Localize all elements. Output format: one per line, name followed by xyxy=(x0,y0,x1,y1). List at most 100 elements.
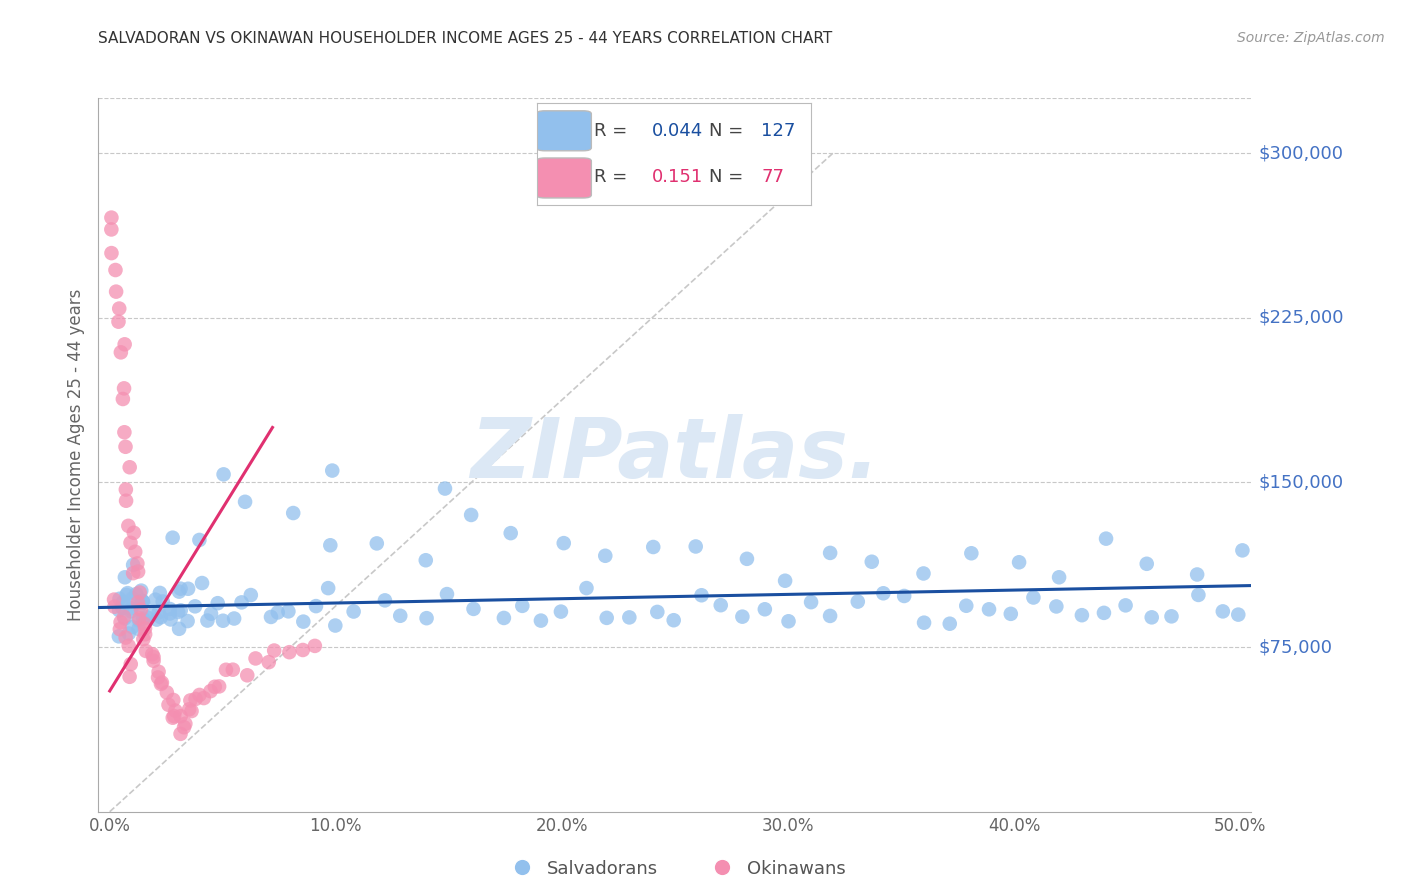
Text: 0.151: 0.151 xyxy=(652,168,703,186)
Point xyxy=(662,613,685,627)
Point xyxy=(122,566,145,581)
Point xyxy=(278,645,301,659)
Point xyxy=(316,581,339,595)
Point xyxy=(105,285,128,299)
Point xyxy=(108,591,131,606)
Point xyxy=(596,611,619,625)
Point xyxy=(188,533,211,547)
Point xyxy=(122,525,145,540)
Point xyxy=(773,574,796,588)
Point xyxy=(145,613,167,627)
Point xyxy=(170,603,193,617)
Point xyxy=(800,595,823,609)
Point xyxy=(167,584,190,599)
Point xyxy=(460,508,482,522)
Point xyxy=(1227,607,1250,622)
Text: R =: R = xyxy=(595,168,638,186)
Point xyxy=(120,604,142,618)
Point xyxy=(1047,570,1070,584)
Text: 77: 77 xyxy=(762,168,785,186)
Point xyxy=(180,704,202,718)
Point xyxy=(212,467,235,482)
Point xyxy=(1187,588,1209,602)
Point xyxy=(149,586,172,600)
Point xyxy=(117,586,139,600)
Point xyxy=(1022,591,1045,605)
Point xyxy=(142,654,165,668)
Point xyxy=(188,688,211,702)
Point xyxy=(647,605,669,619)
Point xyxy=(128,613,150,627)
Point xyxy=(1095,532,1118,546)
Point xyxy=(236,668,259,682)
Point xyxy=(134,627,156,641)
Point xyxy=(108,603,131,617)
Point xyxy=(125,587,148,601)
Point xyxy=(754,602,776,616)
Point xyxy=(128,585,150,599)
Point xyxy=(120,657,142,672)
Point xyxy=(122,558,145,572)
Point xyxy=(169,582,191,596)
Point xyxy=(263,643,285,657)
Point xyxy=(118,639,141,653)
Point xyxy=(169,709,191,723)
Point xyxy=(366,536,388,550)
Point xyxy=(131,594,153,608)
Point xyxy=(283,506,305,520)
Point xyxy=(141,607,163,622)
Point xyxy=(231,595,253,609)
Point xyxy=(167,622,190,636)
Point xyxy=(132,616,155,631)
Text: SALVADORAN VS OKINAWAN HOUSEHOLDER INCOME AGES 25 - 44 YEARS CORRELATION CHART: SALVADORAN VS OKINAWAN HOUSEHOLDER INCOM… xyxy=(98,31,832,46)
Point xyxy=(492,611,515,625)
Point xyxy=(872,586,894,600)
Point xyxy=(112,381,135,395)
Point xyxy=(846,594,869,608)
Point xyxy=(257,655,280,669)
Point xyxy=(169,727,191,741)
Point xyxy=(215,663,238,677)
Point xyxy=(124,545,146,559)
Point xyxy=(132,632,155,646)
Legend: Salvadorans, Okinawans: Salvadorans, Okinawans xyxy=(496,853,853,885)
Point xyxy=(1185,567,1208,582)
Point xyxy=(1070,608,1092,623)
FancyBboxPatch shape xyxy=(537,158,592,198)
Point xyxy=(619,610,641,624)
Point xyxy=(389,608,412,623)
Point xyxy=(114,337,136,351)
Y-axis label: Householder Income Ages 25 - 44 years: Householder Income Ages 25 - 44 years xyxy=(67,289,86,621)
Point xyxy=(977,602,1000,616)
Point xyxy=(128,611,150,625)
Point xyxy=(818,546,841,560)
Point xyxy=(114,440,136,454)
Point xyxy=(146,670,169,684)
Point xyxy=(173,720,195,734)
Point xyxy=(176,614,198,628)
Point xyxy=(200,607,222,621)
Text: $225,000: $225,000 xyxy=(1258,309,1344,326)
Point xyxy=(118,460,141,475)
Point xyxy=(1008,555,1031,569)
Point xyxy=(150,675,173,690)
Point xyxy=(778,614,800,628)
Point xyxy=(818,608,841,623)
Point xyxy=(115,493,138,508)
Point xyxy=(179,702,201,716)
Point xyxy=(593,549,616,563)
Point xyxy=(575,581,598,595)
Point xyxy=(415,553,437,567)
Point xyxy=(100,222,122,236)
Point xyxy=(200,684,222,698)
Point xyxy=(184,692,207,706)
Point xyxy=(107,315,129,329)
Point xyxy=(142,650,165,665)
Point xyxy=(112,609,135,624)
Point xyxy=(162,693,184,707)
Point xyxy=(127,565,149,579)
Point xyxy=(120,536,142,550)
Point xyxy=(114,631,136,645)
Text: N =: N = xyxy=(709,122,749,140)
Point xyxy=(127,595,149,609)
